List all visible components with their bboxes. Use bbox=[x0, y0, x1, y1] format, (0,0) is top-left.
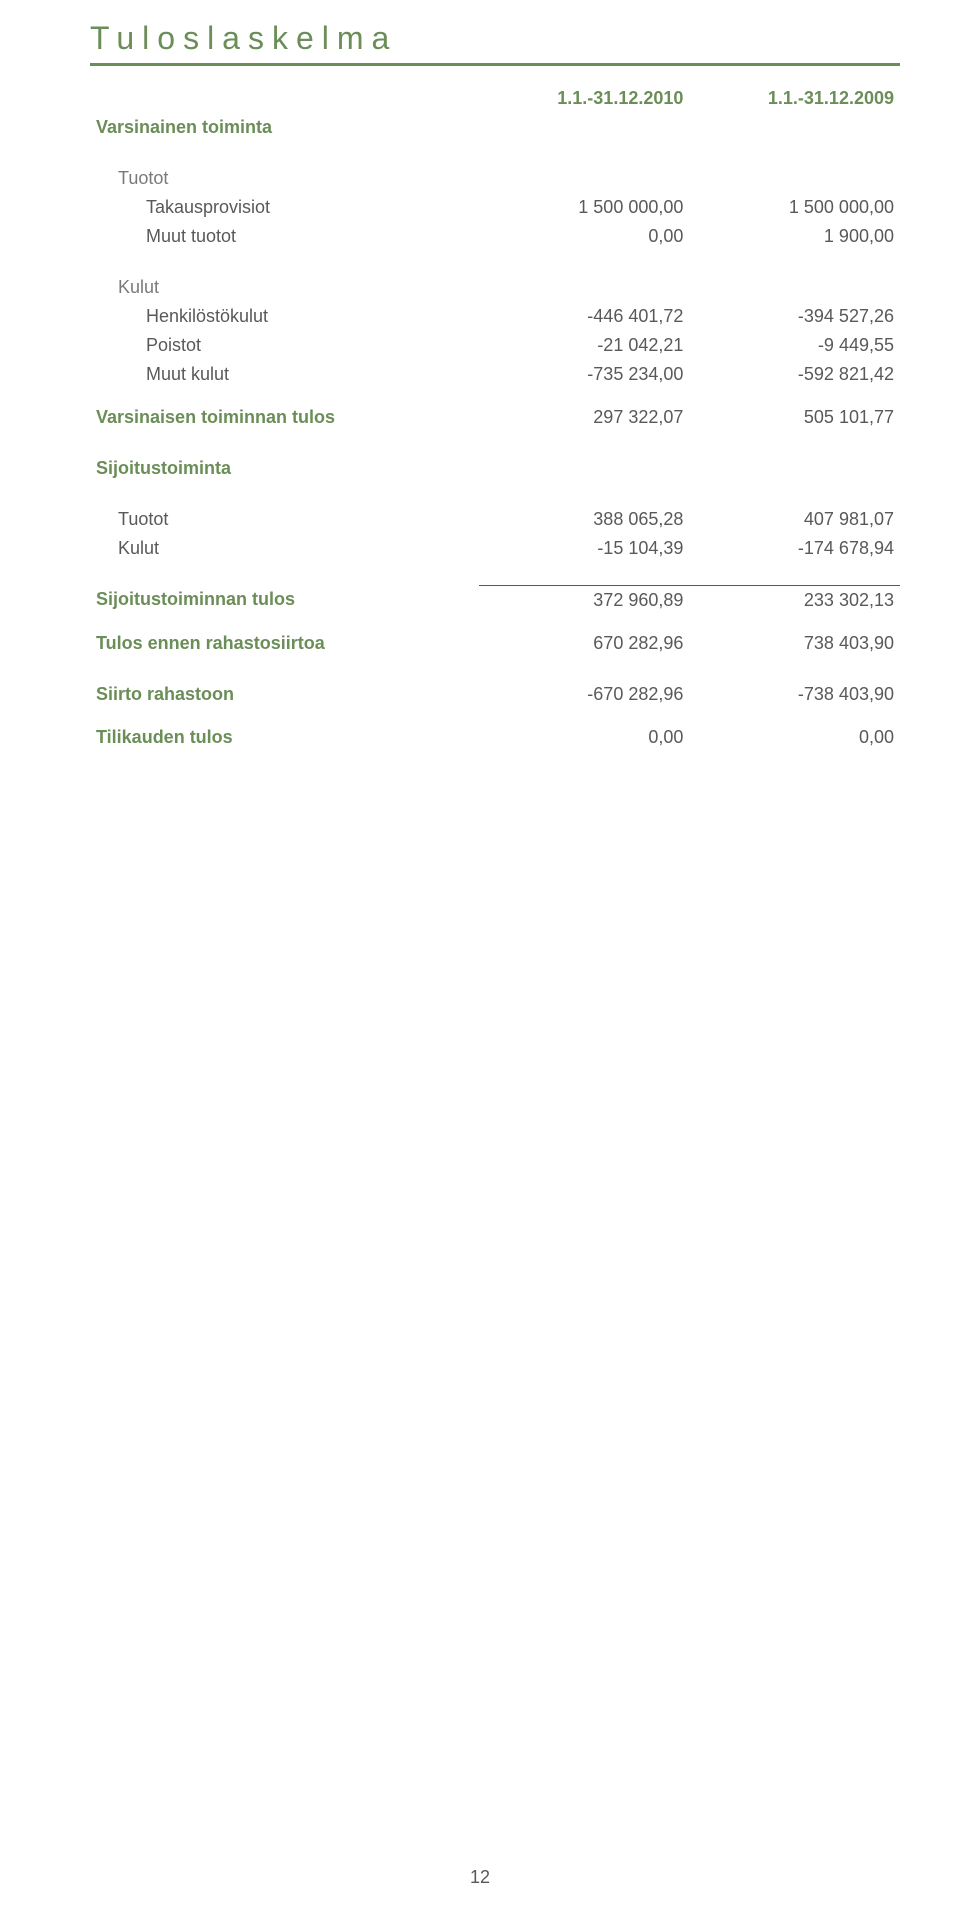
value-sijoitus-tulos-1: 372 960,89 bbox=[479, 585, 690, 615]
label-tuotot: Tuotot bbox=[90, 164, 479, 193]
value-henkilostokulut-1: -446 401,72 bbox=[479, 302, 690, 331]
period-header-row: 1.1.-31.12.2010 1.1.-31.12.2009 bbox=[90, 84, 900, 113]
value-tilikauden-tulos-1: 0,00 bbox=[479, 723, 690, 752]
row-takausprovisiot: Takausprovisiot 1 500 000,00 1 500 000,0… bbox=[90, 193, 900, 222]
value-muut-kulut-2: -592 821,42 bbox=[689, 360, 900, 389]
label-sijoitustoiminta: Sijoitustoiminta bbox=[90, 454, 479, 483]
value-sij-kulut-2: -174 678,94 bbox=[689, 534, 900, 563]
value-tilikauden-tulos-2: 0,00 bbox=[689, 723, 900, 752]
page-number: 12 bbox=[0, 1867, 960, 1888]
row-muut-kulut: Muut kulut -735 234,00 -592 821,42 bbox=[90, 360, 900, 389]
label-varsinaisen-tulos: Varsinaisen toiminnan tulos bbox=[90, 403, 479, 432]
label-muut-tuotot: Muut tuotot bbox=[90, 222, 479, 251]
row-poistot: Poistot -21 042,21 -9 449,55 bbox=[90, 331, 900, 360]
label-poistot: Poistot bbox=[90, 331, 479, 360]
period-1: 1.1.-31.12.2010 bbox=[479, 84, 690, 113]
label-siirto-rahastoon: Siirto rahastoon bbox=[90, 680, 479, 709]
section-varsinainen-toiminta: Varsinainen toiminta bbox=[90, 113, 900, 142]
label-takausprovisiot: Takausprovisiot bbox=[90, 193, 479, 222]
row-henkilostokulut: Henkilöstökulut -446 401,72 -394 527,26 bbox=[90, 302, 900, 331]
value-poistot-1: -21 042,21 bbox=[479, 331, 690, 360]
label-sij-kulut: Kulut bbox=[90, 534, 479, 563]
label-henkilostokulut: Henkilöstökulut bbox=[90, 302, 479, 331]
row-tulos-ennen: Tulos ennen rahastosiirtoa 670 282,96 73… bbox=[90, 629, 900, 658]
label-sijoitus-tulos: Sijoitustoiminnan tulos bbox=[90, 585, 479, 615]
row-muut-tuotot: Muut tuotot 0,00 1 900,00 bbox=[90, 222, 900, 251]
row-sijoitus-tulos: Sijoitustoiminnan tulos 372 960,89 233 3… bbox=[90, 585, 900, 615]
value-sij-tuotot-1: 388 065,28 bbox=[479, 505, 690, 534]
value-tulos-ennen-2: 738 403,90 bbox=[689, 629, 900, 658]
value-muut-tuotot-1: 0,00 bbox=[479, 222, 690, 251]
row-siirto-rahastoon: Siirto rahastoon -670 282,96 -738 403,90 bbox=[90, 680, 900, 709]
value-takausprovisiot-2: 1 500 000,00 bbox=[689, 193, 900, 222]
label-varsinainen-toiminta: Varsinainen toiminta bbox=[90, 113, 479, 142]
value-tulos-ennen-1: 670 282,96 bbox=[479, 629, 690, 658]
value-varsinaisen-tulos-2: 505 101,77 bbox=[689, 403, 900, 432]
label-sij-tuotot: Tuotot bbox=[90, 505, 479, 534]
value-takausprovisiot-1: 1 500 000,00 bbox=[479, 193, 690, 222]
row-tilikauden-tulos: Tilikauden tulos 0,00 0,00 bbox=[90, 723, 900, 752]
value-sij-tuotot-2: 407 981,07 bbox=[689, 505, 900, 534]
value-varsinaisen-tulos-1: 297 322,07 bbox=[479, 403, 690, 432]
row-tuotot-header: Tuotot bbox=[90, 164, 900, 193]
value-siirto-rahastoon-1: -670 282,96 bbox=[479, 680, 690, 709]
value-muut-kulut-1: -735 234,00 bbox=[479, 360, 690, 389]
income-statement-table: 1.1.-31.12.2010 1.1.-31.12.2009 Varsinai… bbox=[90, 84, 900, 752]
row-kulut-header: Kulut bbox=[90, 273, 900, 302]
value-siirto-rahastoon-2: -738 403,90 bbox=[689, 680, 900, 709]
row-sij-kulut: Kulut -15 104,39 -174 678,94 bbox=[90, 534, 900, 563]
row-sij-tuotot: Tuotot 388 065,28 407 981,07 bbox=[90, 505, 900, 534]
label-tulos-ennen: Tulos ennen rahastosiirtoa bbox=[90, 629, 479, 658]
page-title: Tuloslaskelma bbox=[90, 20, 900, 66]
value-sijoitus-tulos-2: 233 302,13 bbox=[689, 585, 900, 615]
label-kulut: Kulut bbox=[90, 273, 479, 302]
section-sijoitustoiminta: Sijoitustoiminta bbox=[90, 454, 900, 483]
value-henkilostokulut-2: -394 527,26 bbox=[689, 302, 900, 331]
label-muut-kulut: Muut kulut bbox=[90, 360, 479, 389]
row-varsinaisen-tulos: Varsinaisen toiminnan tulos 297 322,07 5… bbox=[90, 403, 900, 432]
value-muut-tuotot-2: 1 900,00 bbox=[689, 222, 900, 251]
period-2: 1.1.-31.12.2009 bbox=[689, 84, 900, 113]
label-tilikauden-tulos: Tilikauden tulos bbox=[90, 723, 479, 752]
value-poistot-2: -9 449,55 bbox=[689, 331, 900, 360]
value-sij-kulut-1: -15 104,39 bbox=[479, 534, 690, 563]
